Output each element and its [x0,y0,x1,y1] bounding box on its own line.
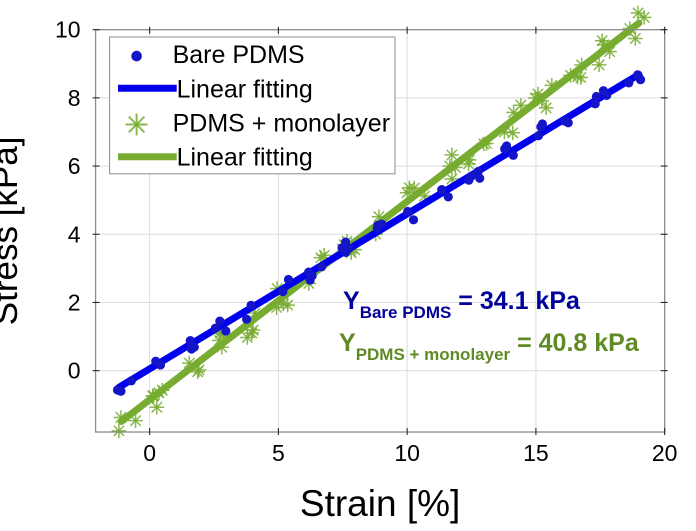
svg-text:8: 8 [68,85,81,111]
svg-text:15: 15 [523,440,549,466]
svg-text:0: 0 [143,440,156,466]
svg-text:PDMS + monolayer: PDMS + monolayer [173,110,390,138]
svg-text:Strain [%]: Strain [%] [300,483,460,524]
svg-text:Bare PDMS: Bare PDMS [173,41,305,69]
svg-text:0: 0 [68,358,81,384]
svg-text:10: 10 [394,440,420,466]
svg-text:6: 6 [68,153,81,179]
svg-text:Linear fitting: Linear fitting [177,144,313,172]
svg-text:2: 2 [68,289,81,315]
svg-text:Linear fitting: Linear fitting [177,75,313,103]
svg-text:10: 10 [55,17,81,43]
svg-text:20: 20 [652,440,678,466]
svg-text:4: 4 [68,221,81,247]
svg-text:5: 5 [272,440,285,466]
svg-text:Stress [kPa]: Stress [kPa] [0,137,25,326]
